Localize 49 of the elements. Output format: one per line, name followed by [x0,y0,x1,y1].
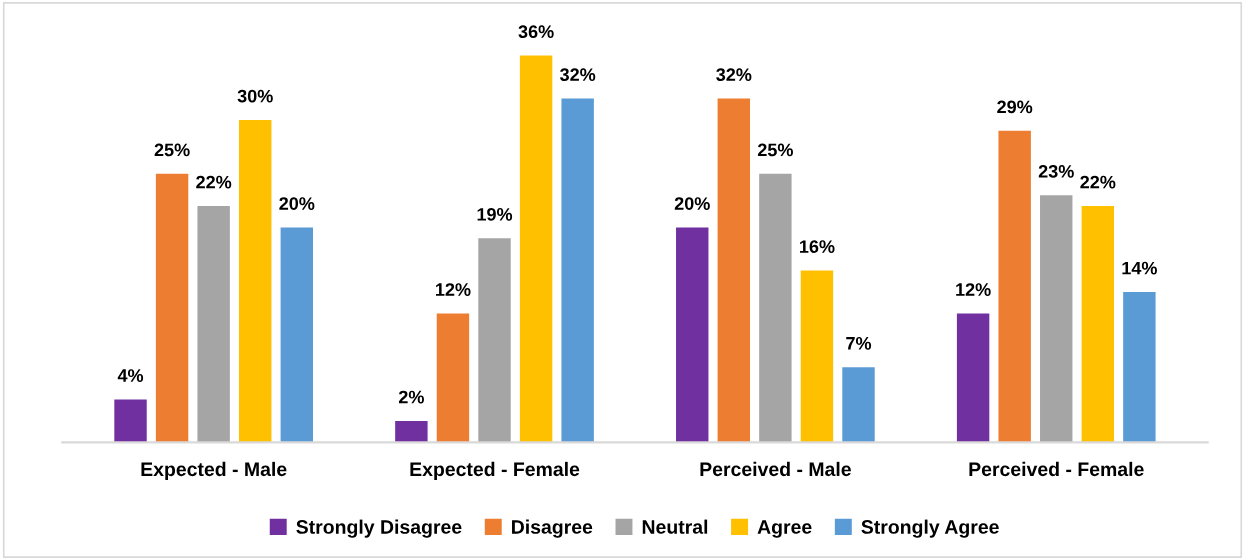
bar [478,238,511,443]
data-label: 20% [674,197,710,210]
bar [561,98,594,443]
data-label: 30% [237,89,273,103]
bar [998,130,1031,443]
bar [717,98,751,443]
data-label: 16% [800,240,835,253]
x-tick-label: Perceived - Female [969,461,1144,477]
data-label: 32% [716,68,752,82]
bar [155,173,189,443]
bar [759,173,792,443]
bar [800,270,834,443]
bar [519,55,553,443]
bar [395,420,428,443]
x-tick-label: Expected - Female [410,461,580,480]
legend-label: Agree [757,520,812,538]
bar [1081,205,1115,443]
data-label: 29% [997,100,1033,114]
bar [676,227,709,443]
data-label: 20% [279,197,315,210]
bar [956,313,990,443]
bar [239,119,272,443]
legend-label: Disagree [512,519,593,538]
data-label: 23% [1038,164,1074,178]
data-label: 22% [196,175,232,189]
data-label: 14% [1122,261,1157,275]
x-tick-label: Expected - Male [141,461,287,480]
data-label: 7% [846,336,872,350]
data-label: 19% [477,207,513,221]
bar [436,313,470,443]
data-label: 36% [518,25,554,39]
data-label: 12% [436,283,471,296]
data-label: 32% [560,68,596,82]
data-label: 4% [117,369,144,382]
x-tick-label: Perceived - Male [700,461,851,477]
bar [1123,291,1156,443]
data-label: 12% [956,283,991,296]
data-label: 25% [154,143,190,157]
bar [280,227,314,443]
bar [1040,195,1073,443]
legend-label: Neutral [642,519,708,534]
bar [842,367,875,443]
bar [114,399,147,443]
legend-label: Strongly Disagree [296,519,462,538]
legend-label: Strongly Agree [861,519,999,538]
data-label: 2% [398,390,424,404]
data-label: 22% [1080,175,1116,189]
data-label: 25% [757,143,793,157]
bar [197,205,230,443]
